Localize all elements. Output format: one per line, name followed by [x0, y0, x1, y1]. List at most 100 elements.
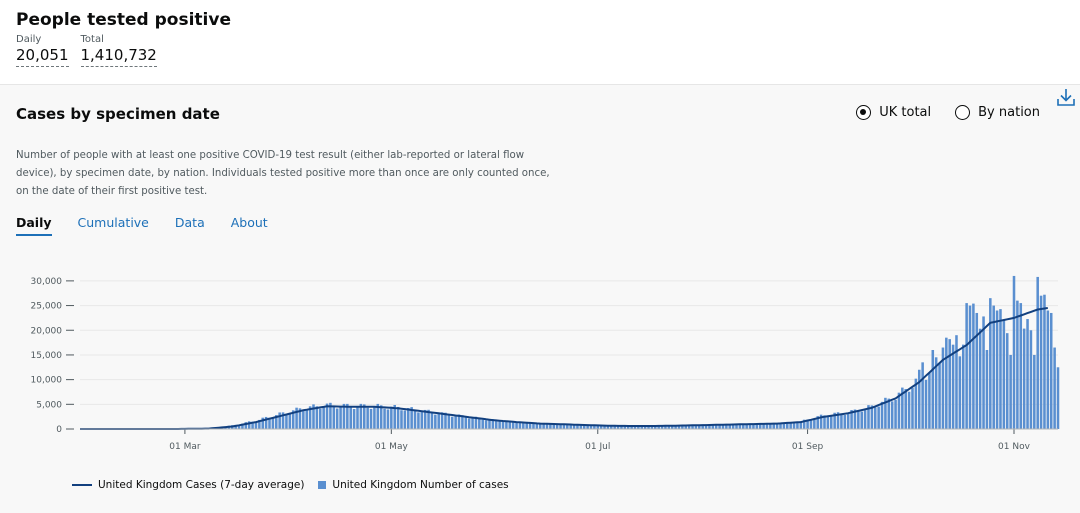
- tab-data[interactable]: Data: [175, 215, 205, 236]
- tab-cumulative[interactable]: Cumulative: [78, 215, 149, 236]
- case-bar: [1033, 355, 1036, 429]
- case-bar: [948, 339, 951, 429]
- case-bar: [481, 420, 484, 429]
- case-bar: [519, 423, 522, 429]
- case-bar: [353, 409, 356, 429]
- case-bar: [877, 407, 880, 429]
- case-bar: [1009, 355, 1012, 429]
- case-bar: [305, 410, 308, 429]
- x-tick-label: 01 Sep: [792, 442, 824, 452]
- case-bar: [390, 407, 393, 429]
- case-bar: [465, 417, 468, 429]
- x-tick-label: 01 May: [375, 442, 409, 452]
- total-label: Total: [81, 34, 157, 46]
- case-bar: [847, 413, 850, 429]
- case-bar: [1023, 329, 1026, 429]
- case-bar: [793, 423, 796, 429]
- case-bar: [549, 424, 552, 429]
- case-bar: [566, 425, 569, 429]
- daily-value[interactable]: 20,051: [16, 46, 69, 67]
- case-bar: [421, 412, 424, 429]
- case-bar: [434, 415, 437, 429]
- case-bar: [979, 329, 982, 429]
- case-bar: [336, 408, 339, 429]
- legend-item-average[interactable]: United Kingdom Cases (7-day average): [72, 479, 304, 491]
- case-bar: [1057, 367, 1060, 429]
- case-bar: [904, 389, 907, 429]
- case-bar: [498, 422, 501, 429]
- radio-by-nation[interactable]: By nation: [955, 105, 1040, 120]
- case-bar: [1013, 276, 1016, 429]
- case-bar: [366, 408, 369, 429]
- case-bar: [1040, 296, 1043, 429]
- case-bar: [448, 415, 451, 429]
- case-bar: [986, 350, 989, 429]
- card-description: Number of people with at least one posit…: [16, 147, 556, 201]
- case-bar: [417, 412, 420, 429]
- case-bar: [400, 410, 403, 429]
- daily-label: Daily: [16, 34, 69, 46]
- case-bar: [485, 420, 488, 429]
- case-bar: [515, 423, 518, 429]
- case-bar: [918, 370, 921, 429]
- download-icon[interactable]: [1056, 87, 1076, 107]
- x-tick-label: 01 Nov: [998, 442, 1031, 452]
- case-bar: [1003, 320, 1006, 429]
- case-bar: [437, 414, 440, 429]
- case-bar: [938, 363, 941, 429]
- case-bar: [1053, 348, 1056, 429]
- tab-daily[interactable]: Daily: [16, 215, 52, 236]
- case-bar: [999, 309, 1002, 429]
- page-title: People tested positive: [16, 10, 231, 30]
- case-bar: [1020, 303, 1023, 429]
- case-bar: [289, 413, 292, 429]
- case-bar: [333, 406, 336, 429]
- case-bar: [380, 405, 383, 429]
- y-tick-label: 25,000: [31, 302, 63, 312]
- total-value[interactable]: 1,410,732: [81, 46, 157, 67]
- case-bar: [397, 407, 400, 429]
- case-bar: [316, 406, 319, 429]
- cases-card: Cases by specimen date UK total By natio…: [0, 84, 1080, 513]
- case-bar: [955, 335, 958, 429]
- case-bar: [272, 418, 275, 429]
- case-bar: [959, 356, 962, 429]
- case-bar: [874, 407, 877, 429]
- case-bar: [1047, 311, 1050, 430]
- case-bar: [996, 311, 999, 430]
- daily-metric[interactable]: Daily 20,051: [16, 34, 69, 67]
- summary-header: People tested positive Daily 20,051 Tota…: [16, 10, 231, 67]
- case-bar: [1026, 319, 1029, 429]
- case-bar: [881, 402, 884, 429]
- case-bar: [387, 409, 390, 429]
- total-metric[interactable]: Total 1,410,732: [81, 34, 157, 67]
- y-tick-label: 0: [56, 425, 62, 435]
- case-bar: [431, 412, 434, 429]
- case-bar: [830, 415, 833, 429]
- case-bar: [468, 419, 471, 429]
- case-bar: [373, 406, 376, 429]
- case-bar: [471, 418, 474, 429]
- case-bar: [813, 419, 816, 429]
- radio-unchecked-icon[interactable]: [955, 105, 970, 120]
- legend-item-cases[interactable]: United Kingdom Number of cases: [318, 479, 508, 491]
- case-bar: [404, 410, 407, 429]
- tab-about[interactable]: About: [231, 215, 268, 236]
- case-bar: [810, 420, 813, 429]
- case-bar: [891, 401, 894, 429]
- case-bar: [989, 298, 992, 429]
- radio-checked-icon[interactable]: [856, 105, 871, 120]
- case-bar: [976, 313, 979, 429]
- case-bar: [339, 407, 342, 429]
- case-bar: [1030, 330, 1033, 429]
- case-bar: [911, 388, 914, 429]
- case-bar: [925, 380, 928, 429]
- y-tick-label: 5,000: [36, 400, 62, 410]
- case-bar: [932, 350, 935, 429]
- case-bar: [945, 338, 948, 429]
- legend-label-average: United Kingdom Cases (7-day average): [98, 479, 304, 491]
- case-bar: [1006, 333, 1009, 429]
- radio-uk-total[interactable]: UK total: [856, 105, 931, 120]
- case-bar: [728, 425, 731, 429]
